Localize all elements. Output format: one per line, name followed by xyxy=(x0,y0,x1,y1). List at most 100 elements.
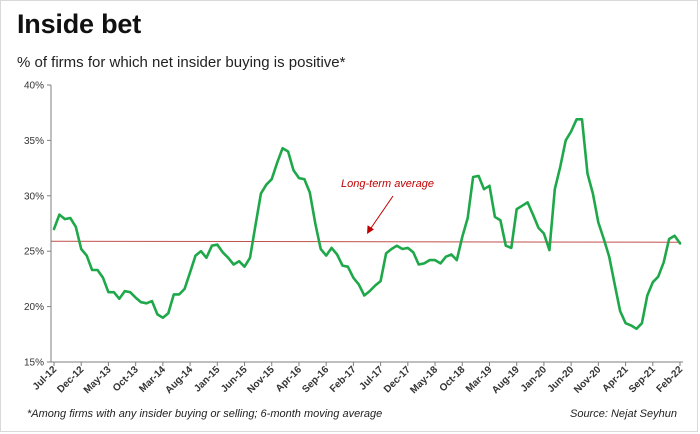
data-point xyxy=(592,193,594,195)
data-point xyxy=(233,263,235,266)
data-point xyxy=(472,176,474,178)
x-tick-label: May-13 xyxy=(82,364,114,396)
data-point xyxy=(314,222,316,225)
x-tick-label: Sep-21 xyxy=(627,364,658,395)
data-point xyxy=(178,293,180,295)
data-point xyxy=(429,259,431,261)
data-point xyxy=(467,217,469,219)
data-point xyxy=(674,235,676,237)
data-point xyxy=(412,251,414,253)
data-point xyxy=(347,266,349,268)
data-point xyxy=(64,218,66,220)
annotation-label: Long-term average xyxy=(341,178,434,190)
data-point xyxy=(657,276,659,278)
x-axis: Jul-12Dec-12May-13Oct-13Mar-14Aug-14Jan-… xyxy=(31,361,686,396)
data-point xyxy=(107,291,109,293)
data-point xyxy=(663,261,665,263)
data-point xyxy=(625,322,627,324)
data-point xyxy=(86,255,88,257)
data-point xyxy=(510,247,512,249)
x-tick-label: Oct-18 xyxy=(438,364,468,394)
data-point xyxy=(543,232,545,235)
y-tick-label: 40% xyxy=(24,81,44,92)
data-point xyxy=(173,293,175,295)
data-point xyxy=(635,328,638,330)
data-point xyxy=(586,173,589,175)
data-point xyxy=(243,266,246,268)
data-point xyxy=(478,175,480,177)
data-point xyxy=(140,301,142,303)
data-point xyxy=(167,312,169,314)
x-tick-label: May-18 xyxy=(408,364,440,396)
data-point xyxy=(641,322,643,324)
x-tick-label: Nov-20 xyxy=(572,364,604,396)
data-point xyxy=(91,269,93,271)
data-point xyxy=(576,118,578,120)
data-point xyxy=(499,219,501,221)
data-point xyxy=(554,188,556,190)
data-point xyxy=(276,162,278,164)
x-tick-label: Jan-20 xyxy=(519,364,549,394)
annotation-arrow-head xyxy=(367,225,374,234)
data-point xyxy=(254,225,256,227)
data-point xyxy=(570,130,572,133)
x-tick-label: Dec-12 xyxy=(55,364,86,395)
data-point xyxy=(69,217,71,219)
data-point xyxy=(222,251,224,253)
data-point xyxy=(156,313,158,315)
x-tick-label: Sep-16 xyxy=(300,364,331,395)
data-point xyxy=(211,245,213,247)
data-point xyxy=(325,255,327,257)
data-point xyxy=(341,265,344,267)
data-point xyxy=(320,248,322,250)
data-point xyxy=(505,245,507,247)
x-tick-label: Apr-21 xyxy=(601,364,631,394)
data-point xyxy=(369,290,371,292)
data-point xyxy=(292,169,295,171)
data-point xyxy=(145,302,148,304)
data-point xyxy=(298,177,300,179)
x-tick-label: Mar-19 xyxy=(464,364,495,395)
data-point xyxy=(565,139,567,141)
y-tick-label: 30% xyxy=(24,191,44,202)
data-point xyxy=(603,238,605,240)
data-point xyxy=(118,298,120,300)
data-point xyxy=(418,263,420,266)
data-point xyxy=(401,248,403,250)
x-tick-label: Aug-14 xyxy=(163,364,195,396)
data-point xyxy=(238,260,240,262)
data-point xyxy=(434,259,436,261)
data-point xyxy=(548,249,551,251)
data-point xyxy=(483,188,485,190)
x-tick-label: Dec-17 xyxy=(382,364,413,395)
y-tick-label: 15% xyxy=(24,358,44,369)
data-point xyxy=(227,257,229,259)
y-axis: 15% 20% 25% 30% 35% 40% xyxy=(24,81,52,369)
data-point xyxy=(374,284,376,287)
x-tick-label: Oct-13 xyxy=(111,364,141,394)
y-tick-label: 35% xyxy=(24,136,44,147)
x-tick-label: Jun-15 xyxy=(219,364,250,395)
data-point xyxy=(336,253,338,256)
data-point xyxy=(200,250,202,252)
data-point xyxy=(113,291,115,293)
data-point xyxy=(646,294,648,297)
x-tick-label: Apr-16 xyxy=(274,364,304,394)
data-point xyxy=(407,247,409,249)
x-tick-label: Jun-20 xyxy=(546,364,577,395)
data-point xyxy=(450,253,452,256)
y-tick-label: 20% xyxy=(24,302,44,313)
data-point xyxy=(260,193,262,195)
data-point xyxy=(271,178,273,180)
data-point xyxy=(494,216,496,218)
data-point xyxy=(216,244,218,246)
data-point xyxy=(619,310,621,312)
data-point xyxy=(461,236,463,238)
x-tick-label: Aug-19 xyxy=(490,364,522,396)
data-point xyxy=(597,221,599,223)
data-point xyxy=(380,280,382,282)
x-tick-label: Feb-22 xyxy=(655,364,686,395)
chart-subtitle: % of firms for which net insider buying … xyxy=(17,54,346,71)
data-point xyxy=(608,256,610,258)
